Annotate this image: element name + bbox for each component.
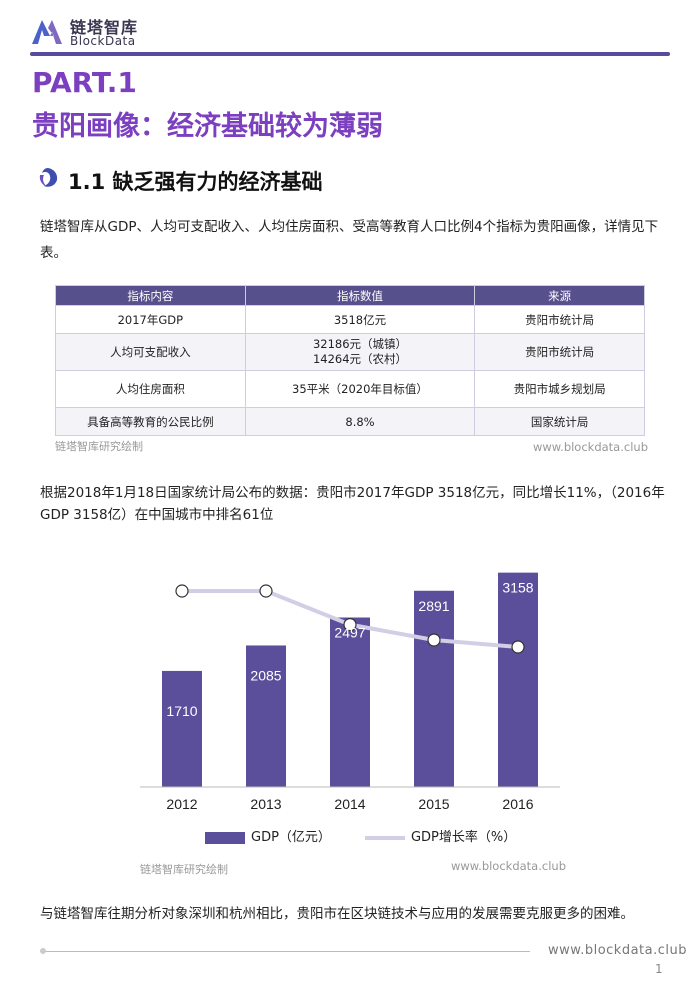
- bar-value-label: 2891: [418, 598, 449, 614]
- gdp-bar: [414, 590, 454, 787]
- header-rule: [30, 52, 670, 56]
- table-cell-value-line: 14264元（农村）: [312, 352, 408, 366]
- table-cell-source: 国家统计局: [474, 407, 645, 436]
- table-cell-item: 2017年GDP: [55, 305, 246, 334]
- growth-point: [427, 633, 441, 647]
- table-cell-item: 人均可支配收入: [55, 333, 246, 371]
- table-row: 人均住房面积 35平米（2020年目标值） 贵阳市城乡规划局: [55, 370, 645, 408]
- table-cell-value-line: 32186元（城镇）: [312, 337, 408, 351]
- legend-label-gdp: GDP（亿元）: [251, 830, 331, 845]
- section-bullet-icon: [39, 168, 58, 187]
- conclusion-paragraph: 与链塔智库往期分析对象深圳和杭州相比，贵阳市在区块链技术与应用的发展需要克服更多…: [40, 906, 634, 922]
- table-cell-source: 贵阳市城乡规划局: [474, 370, 645, 408]
- table-row: 具备高等教育的公民比例 8.8% 国家统计局: [55, 407, 645, 436]
- x-tick-label: 2014: [334, 796, 365, 812]
- footer-url: www.blockdata.club: [548, 943, 687, 958]
- table-credit: 链塔智库研究绘制: [55, 440, 143, 453]
- gdp-bar: [246, 645, 286, 787]
- table-row: 人均可支配收入 32186元（城镇） 14264元（农村） 贵阳市统计局: [55, 333, 645, 371]
- table-header-row: 指标内容 指标数值 来源: [55, 285, 645, 306]
- bar-value-label: 1710: [166, 703, 197, 719]
- gdp-chart: 1710 2085 2497 2891 3158 2012 2013 2014 2015 2016: [140, 572, 560, 812]
- bar-value-label: 2497: [334, 625, 365, 641]
- gdp-bar: [498, 572, 538, 787]
- table-header: 来源: [474, 285, 645, 306]
- x-tick-label: 2015: [418, 796, 449, 812]
- table-cell-item: 具备高等教育的公民比例: [55, 407, 246, 436]
- table-cell-value: 32186元（城镇） 14264元（农村）: [244, 333, 476, 371]
- legend-line-swatch: [364, 835, 405, 840]
- legend-label-growth: GDP增长率（%）: [410, 830, 517, 845]
- page-heading: 贵阳画像：经济基础较为薄弱: [32, 111, 383, 142]
- table-cell-source: 贵阳市统计局: [474, 305, 645, 334]
- blockdata-logo-icon: [32, 20, 62, 44]
- table-cell-value: 8.8%: [244, 407, 476, 436]
- table-cell-value: 35平米（2020年目标值）: [244, 370, 476, 408]
- growth-point: [175, 584, 189, 598]
- table-row: 2017年GDP 3518亿元 贵阳市统计局: [55, 305, 645, 334]
- footer-dot: [40, 948, 46, 954]
- chart-credit: 链塔智库研究绘制: [140, 863, 228, 876]
- brand-name-en: BlockData: [70, 34, 136, 48]
- intro-paragraph: 链塔智库从GDP、人均可支配收入、人均住房面积、受高等教育人口比例4个指标为贵阳…: [40, 219, 659, 261]
- table-cell-value: 3518亿元: [244, 305, 476, 334]
- part-title: PART.1: [32, 66, 137, 99]
- table-header: 指标内容: [55, 285, 246, 306]
- gdp-bar: [330, 617, 370, 787]
- growth-point: [511, 640, 525, 654]
- x-tick-label: 2013: [250, 796, 281, 812]
- gdp-bar: [162, 670, 202, 787]
- growth-point: [343, 617, 357, 632]
- table-cell-source: 贵阳市统计局: [474, 333, 645, 371]
- brand-name-cn: 链塔智库: [70, 18, 139, 37]
- chart-credit-url: www.blockdata.club: [451, 859, 566, 873]
- bar-value-label: 2085: [250, 667, 281, 683]
- section-heading: 1.1 缺乏强有力的经济基础: [68, 170, 323, 194]
- x-tick-label: 2012: [166, 796, 197, 812]
- page-number: 1: [655, 962, 663, 976]
- table-credit-url: www.blockdata.club: [533, 440, 648, 454]
- growth-point: [259, 584, 273, 598]
- table-cell-item: 人均住房面积: [55, 370, 246, 408]
- x-tick-label: 2016: [502, 796, 533, 812]
- chart-legend: GDP（亿元） GDP增长率（%）: [205, 826, 516, 845]
- bar-value-label: 3158: [502, 580, 533, 596]
- indicator-table: 指标内容 指标数值 来源 2017年GDP 3518亿元 贵阳市统计局 人均可支…: [55, 285, 645, 436]
- gdp-description: 根据2018年1月18日国家统计局公布的数据：贵阳市2017年GDP 3518亿…: [40, 485, 665, 523]
- legend-bar-swatch: [205, 831, 245, 844]
- table-header: 指标数值: [244, 285, 476, 306]
- footer-rule: [40, 951, 530, 952]
